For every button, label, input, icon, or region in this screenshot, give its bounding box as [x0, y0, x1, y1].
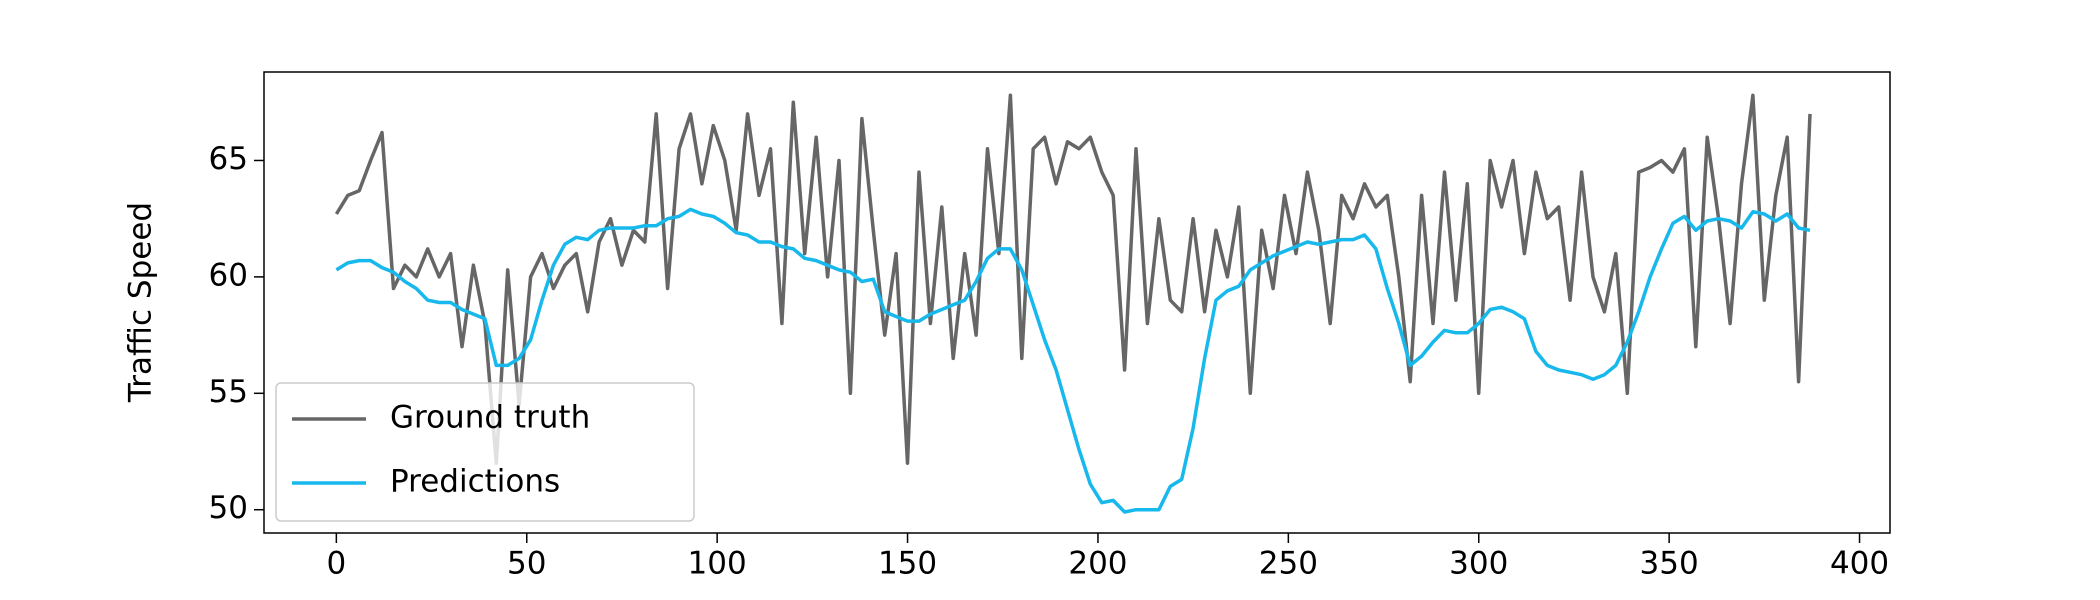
y-tick-label: 50: [209, 490, 248, 526]
x-tick-label: 150: [878, 546, 937, 582]
x-tick-label: 50: [507, 546, 546, 582]
legend-label: Predictions: [390, 464, 560, 500]
legend-box: [275, 382, 695, 522]
legend-label: Ground truth: [390, 400, 590, 436]
x-tick-label: 200: [1068, 546, 1127, 582]
y-tick-label: 60: [209, 257, 248, 293]
y-tick-label: 65: [209, 141, 248, 177]
x-tick-label: 100: [688, 546, 747, 582]
series-line: [335, 207, 1811, 514]
plot-frame: [263, 71, 1891, 534]
x-tick-label: 350: [1640, 546, 1699, 582]
y-tick-label: 55: [209, 374, 248, 410]
x-tick-label: 300: [1449, 546, 1508, 582]
x-tick-label: 0: [326, 546, 346, 582]
x-tick-label: 250: [1259, 546, 1318, 582]
series-line: [334, 93, 1812, 465]
y-axis-label: Traffic Speed: [123, 202, 159, 403]
x-tick-label: 400: [1830, 546, 1889, 582]
